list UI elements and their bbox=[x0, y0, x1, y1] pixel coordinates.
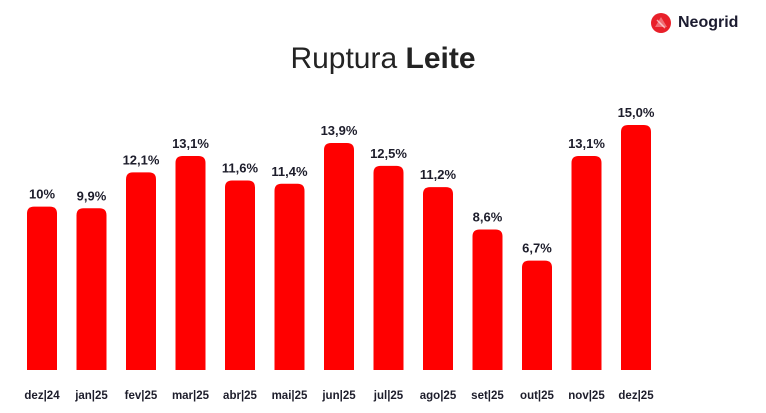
data-label: 6,7% bbox=[522, 241, 552, 256]
chart-title-bold: Leite bbox=[405, 42, 476, 75]
data-label: 11,4% bbox=[271, 164, 308, 179]
bar-nov-25 bbox=[571, 156, 602, 370]
data-label: 9,9% bbox=[77, 188, 107, 203]
bar-jun-25 bbox=[324, 142, 354, 370]
x-tick-label: jul|25 bbox=[373, 390, 404, 402]
bar-mar-25 bbox=[175, 156, 206, 370]
x-tick-label: mar|25 bbox=[172, 390, 210, 402]
bar-jul-25 bbox=[373, 165, 404, 370]
bar-fev-25 bbox=[126, 172, 156, 370]
x-tick-label: dez|24 bbox=[24, 390, 60, 402]
x-tick-label: out|25 bbox=[520, 390, 554, 402]
chart-title: Ruptura Leite bbox=[0, 42, 766, 76]
bar-abr-25 bbox=[225, 180, 255, 370]
bar-dez-24 bbox=[27, 206, 57, 370]
bar-set-25 bbox=[472, 229, 503, 370]
x-tick-label: mai|25 bbox=[272, 390, 308, 402]
data-label: 11,2% bbox=[420, 167, 457, 182]
data-label: 13,1% bbox=[172, 136, 209, 151]
x-tick-label: abr|25 bbox=[223, 390, 258, 402]
x-tick-label: set|25 bbox=[471, 390, 504, 402]
data-label: 15,0% bbox=[618, 105, 655, 120]
x-tick-label: dez|25 bbox=[618, 390, 654, 402]
data-label: 10% bbox=[29, 187, 55, 202]
data-label: 12,1% bbox=[123, 152, 160, 167]
bar-jan-25 bbox=[76, 208, 107, 370]
bar-ago-25 bbox=[423, 187, 453, 370]
x-tick-label: fev|25 bbox=[125, 390, 158, 402]
data-label: 12,5% bbox=[370, 146, 407, 161]
bar-out-25 bbox=[522, 260, 552, 370]
x-tick-label: jun|25 bbox=[321, 390, 356, 402]
x-tick-label: jan|25 bbox=[74, 390, 108, 402]
x-tick-label: nov|25 bbox=[568, 390, 605, 402]
bar-mai-25 bbox=[274, 183, 305, 370]
data-label: 13,1% bbox=[568, 136, 605, 151]
data-label: 8,6% bbox=[473, 210, 503, 225]
data-label: 11,6% bbox=[222, 161, 259, 176]
bar-dez-25 bbox=[621, 125, 651, 370]
neogrid-logo-icon bbox=[651, 13, 671, 33]
brand-logo: Neogrid bbox=[650, 12, 738, 34]
brand-name: Neogrid bbox=[678, 14, 739, 31]
chart-title-light: Ruptura bbox=[290, 42, 398, 75]
data-label: 13,9% bbox=[321, 123, 358, 138]
x-tick-label: ago|25 bbox=[420, 390, 457, 402]
